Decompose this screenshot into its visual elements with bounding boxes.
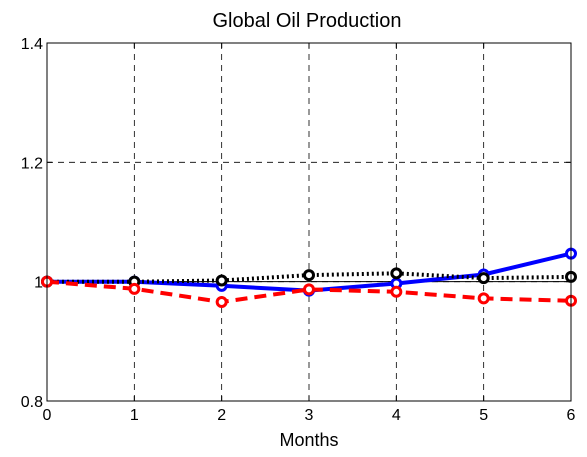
x-tick-label: 2 xyxy=(217,407,226,424)
x-tick-label: 3 xyxy=(305,407,314,424)
plot-frame xyxy=(46,42,572,402)
x-tick-label: 5 xyxy=(479,407,488,424)
y-tick-label: 1.4 xyxy=(21,36,43,53)
chart-title: Global Oil Production xyxy=(213,10,402,32)
series-dashed-point xyxy=(477,292,490,305)
series-dotted-point xyxy=(390,267,403,280)
x-tick-label: 4 xyxy=(392,407,401,424)
series-dashed-point xyxy=(128,282,141,295)
grid-lines xyxy=(46,42,572,402)
x-tick-labels: 0 1 2 3 4 5 6 xyxy=(43,407,576,424)
series-dotted-point xyxy=(477,272,490,285)
y-tick-label: 1 xyxy=(34,275,43,292)
series-dotted-point xyxy=(215,274,228,287)
y-tick-labels: 0.8 1 1.2 1.4 xyxy=(21,36,43,411)
series-dashed-point xyxy=(303,283,315,296)
series-dotted-point xyxy=(303,269,315,282)
y-tick-label: 1.2 xyxy=(21,155,43,172)
x-axis-label: Months xyxy=(279,430,338,450)
series-dashed-point xyxy=(215,295,228,308)
x-tick-label: 1 xyxy=(130,407,139,424)
x-tick-label: 0 xyxy=(43,407,52,424)
series-dashed-point xyxy=(390,285,403,298)
x-tick-label: 6 xyxy=(567,407,576,424)
y-tick-label: 0.8 xyxy=(21,394,43,411)
